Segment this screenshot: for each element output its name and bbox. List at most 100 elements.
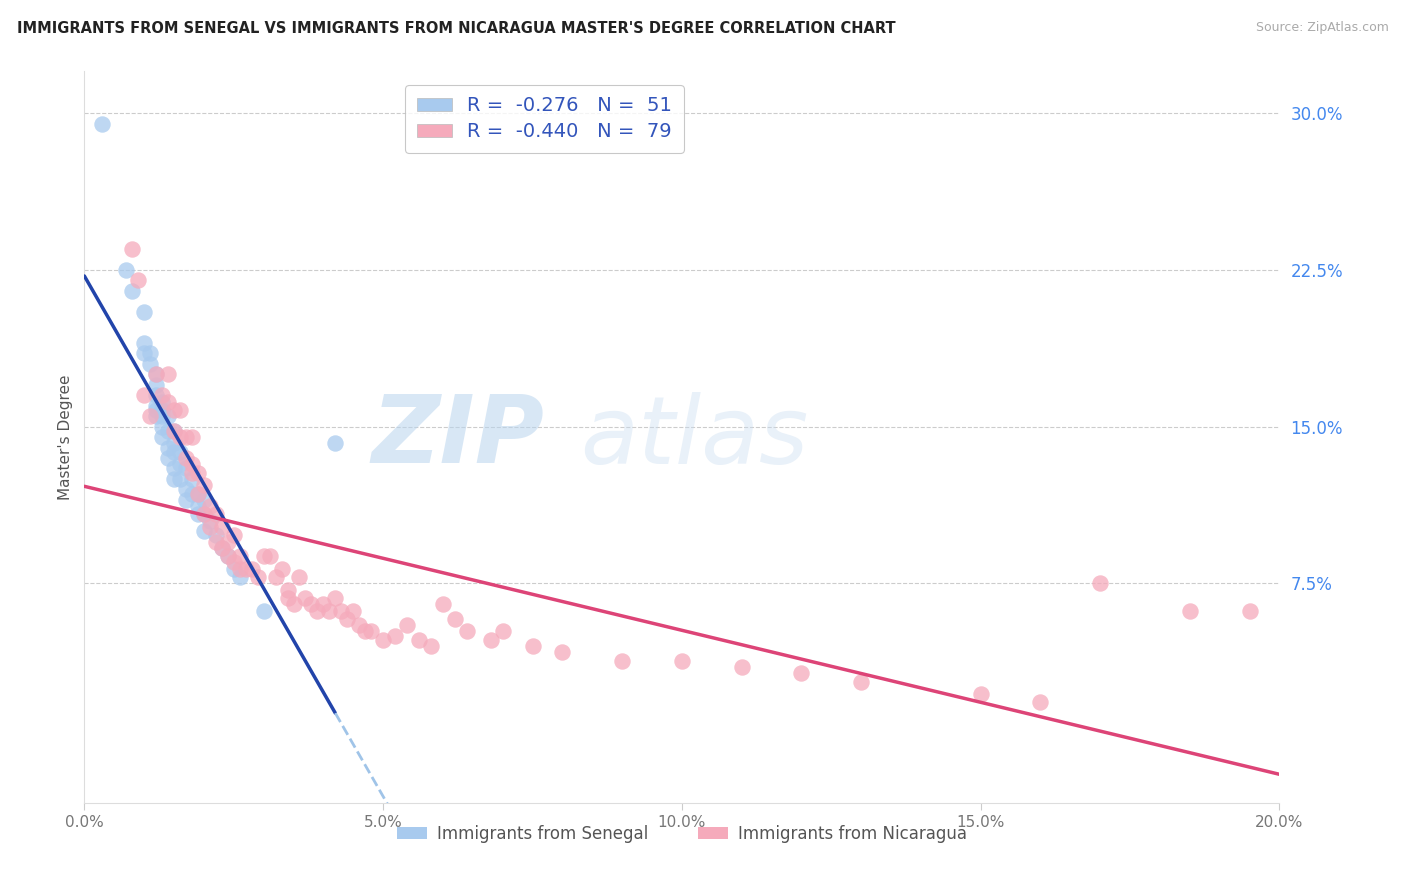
- Point: [187, 466, 209, 480]
- Point: [181, 466, 204, 480]
- Point: [318, 603, 340, 617]
- Point: [205, 508, 228, 522]
- Point: [432, 597, 454, 611]
- Text: IMMIGRANTS FROM SENEGAL VS IMMIGRANTS FROM NICARAGUA MASTER'S DEGREE CORRELATION: IMMIGRANTS FROM SENEGAL VS IMMIGRANTS FR…: [17, 21, 896, 37]
- Text: Source: ZipAtlas.com: Source: ZipAtlas.com: [1256, 21, 1389, 35]
- Point: [283, 597, 305, 611]
- Point: [312, 597, 335, 611]
- Point: [349, 618, 371, 632]
- Point: [731, 660, 754, 674]
- Point: [157, 441, 180, 455]
- Point: [551, 645, 574, 659]
- Point: [1029, 696, 1052, 710]
- Point: [217, 549, 239, 564]
- Point: [384, 629, 406, 643]
- Point: [132, 388, 156, 402]
- Point: [163, 444, 186, 458]
- Point: [145, 409, 167, 424]
- Point: [174, 461, 197, 475]
- Point: [187, 486, 209, 500]
- Point: [132, 346, 156, 360]
- Point: [228, 562, 252, 576]
- Point: [115, 263, 138, 277]
- Point: [1090, 576, 1112, 591]
- Point: [1239, 603, 1261, 617]
- Point: [222, 528, 245, 542]
- Point: [163, 403, 186, 417]
- Point: [270, 562, 292, 576]
- Point: [157, 450, 180, 465]
- Point: [132, 304, 156, 318]
- Point: [228, 570, 252, 584]
- Point: [492, 624, 515, 639]
- Point: [145, 377, 167, 392]
- Point: [163, 472, 186, 486]
- Point: [169, 430, 191, 444]
- Legend: Immigrants from Senegal, Immigrants from Nicaragua: Immigrants from Senegal, Immigrants from…: [389, 818, 974, 849]
- Point: [456, 624, 478, 639]
- Point: [132, 336, 156, 351]
- Point: [246, 570, 269, 584]
- Point: [790, 666, 813, 681]
- Point: [205, 528, 228, 542]
- Point: [169, 457, 191, 471]
- Point: [671, 654, 693, 668]
- Point: [851, 674, 873, 689]
- Point: [187, 508, 209, 522]
- Point: [222, 562, 245, 576]
- Point: [444, 612, 467, 626]
- Point: [157, 424, 180, 438]
- Point: [193, 478, 215, 492]
- Point: [174, 492, 197, 507]
- Point: [174, 430, 197, 444]
- Point: [157, 409, 180, 424]
- Point: [145, 399, 167, 413]
- Point: [187, 499, 209, 513]
- Point: [145, 388, 167, 402]
- Point: [121, 242, 143, 256]
- Point: [127, 273, 149, 287]
- Point: [205, 534, 228, 549]
- Point: [253, 549, 276, 564]
- Point: [217, 549, 239, 564]
- Point: [420, 639, 443, 653]
- Point: [150, 409, 173, 424]
- Point: [294, 591, 316, 605]
- Point: [240, 562, 263, 576]
- Point: [169, 472, 191, 486]
- Point: [121, 284, 143, 298]
- Point: [325, 591, 347, 605]
- Point: [198, 499, 221, 513]
- Point: [163, 424, 186, 438]
- Point: [139, 409, 162, 424]
- Y-axis label: Master's Degree: Master's Degree: [58, 375, 73, 500]
- Point: [325, 436, 347, 450]
- Point: [174, 483, 197, 497]
- Point: [288, 570, 311, 584]
- Point: [479, 632, 502, 647]
- Point: [228, 549, 252, 564]
- Point: [198, 514, 221, 528]
- Point: [612, 654, 634, 668]
- Point: [211, 520, 233, 534]
- Point: [217, 534, 239, 549]
- Point: [522, 639, 544, 653]
- Point: [145, 368, 167, 382]
- Text: atlas: atlas: [581, 392, 808, 483]
- Point: [259, 549, 281, 564]
- Point: [145, 403, 167, 417]
- Point: [181, 472, 204, 486]
- Point: [342, 603, 364, 617]
- Point: [181, 457, 204, 471]
- Point: [373, 632, 395, 647]
- Point: [91, 117, 114, 131]
- Point: [181, 486, 204, 500]
- Point: [145, 368, 167, 382]
- Point: [354, 624, 377, 639]
- Point: [277, 591, 299, 605]
- Point: [193, 492, 215, 507]
- Point: [174, 450, 197, 465]
- Point: [211, 541, 233, 555]
- Point: [139, 357, 162, 371]
- Point: [150, 394, 173, 409]
